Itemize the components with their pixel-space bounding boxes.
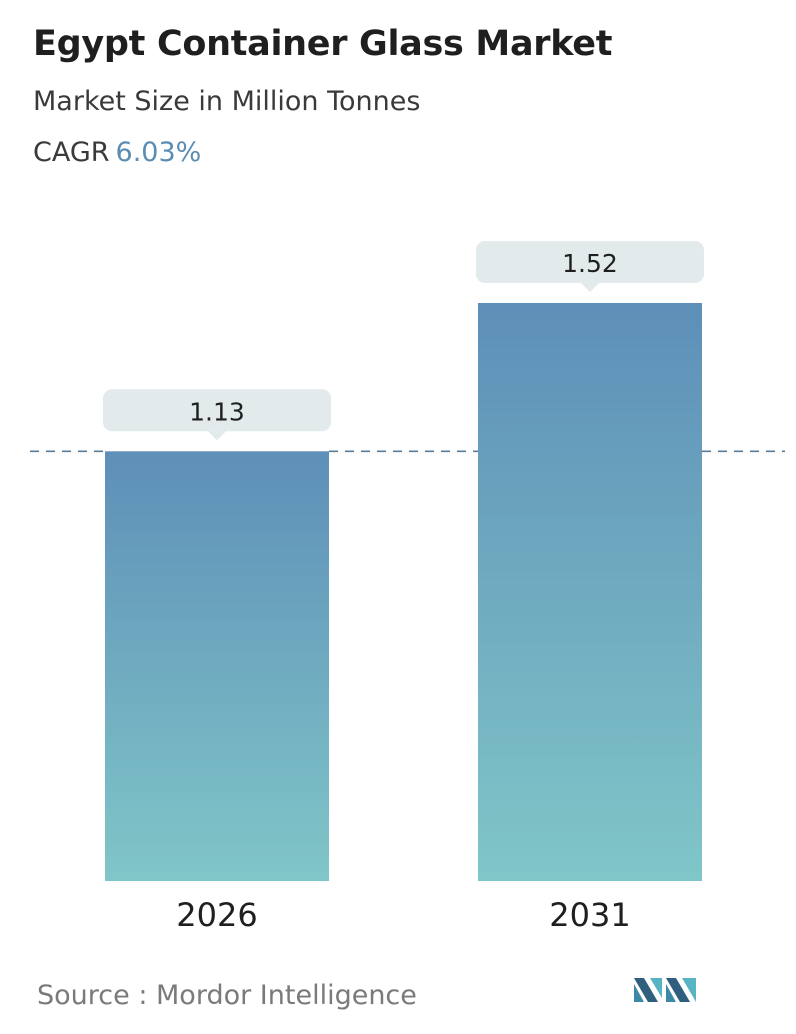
cagr-value: 6.03%: [115, 137, 202, 168]
chart-title: Egypt Container Glass Market: [33, 24, 613, 64]
cagr-label: CAGR: [33, 137, 110, 168]
value-label-bubble: [103, 389, 331, 432]
source-label: Source :: [37, 980, 148, 1011]
mordor-intelligence-logo-icon: [634, 978, 696, 1002]
value-label-bubble: [476, 241, 704, 283]
cagr-line: CAGR 6.03%: [33, 137, 201, 168]
bar-2026: [105, 451, 329, 881]
source-value: Mordor Intelligence: [156, 980, 417, 1011]
category-label: 2031: [549, 896, 630, 934]
value-label: 1.13: [189, 397, 245, 426]
chart-subtitle: Market Size in Million Tonnes: [33, 86, 421, 117]
source-line: Source : Mordor Intelligence: [37, 980, 417, 1011]
value-label-pointer: [208, 431, 226, 441]
value-label-pointer: [581, 283, 599, 292]
bar-2031: [478, 303, 702, 881]
value-label: 1.52: [562, 249, 618, 278]
category-label: 2026: [176, 896, 257, 934]
